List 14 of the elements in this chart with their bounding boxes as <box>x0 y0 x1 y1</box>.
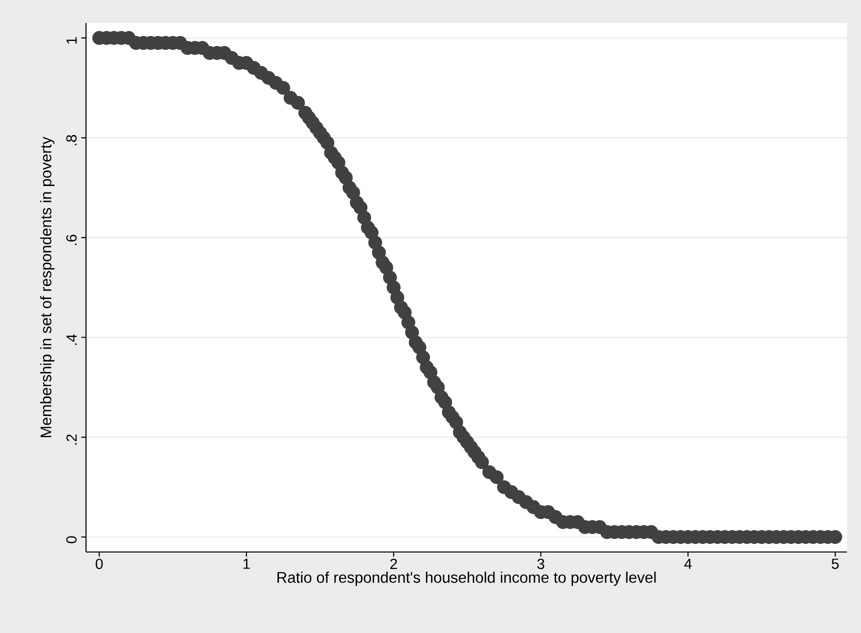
y-axis-title: Membership in set of respondents in poverty <box>40 136 54 438</box>
x-tick-label: 3 <box>537 558 544 570</box>
x-tick-label: 0 <box>96 558 103 570</box>
y-tick-label: .8 <box>66 134 77 146</box>
x-tick-label: 4 <box>684 558 692 569</box>
x-tick-label: 2 <box>390 558 397 569</box>
x-axis-title: Ratio of respondent's household income to poverty level <box>277 572 656 586</box>
x-tick-label: 1 <box>243 558 250 569</box>
y-tick-label: .2 <box>66 434 77 445</box>
y-tick-label: .6 <box>66 234 77 246</box>
y-tick-label: .4 <box>66 334 77 345</box>
x-tick-label: 5 <box>832 558 839 569</box>
y-tick-label: 1 <box>66 37 77 44</box>
y-tick-label: 0 <box>66 536 77 544</box>
